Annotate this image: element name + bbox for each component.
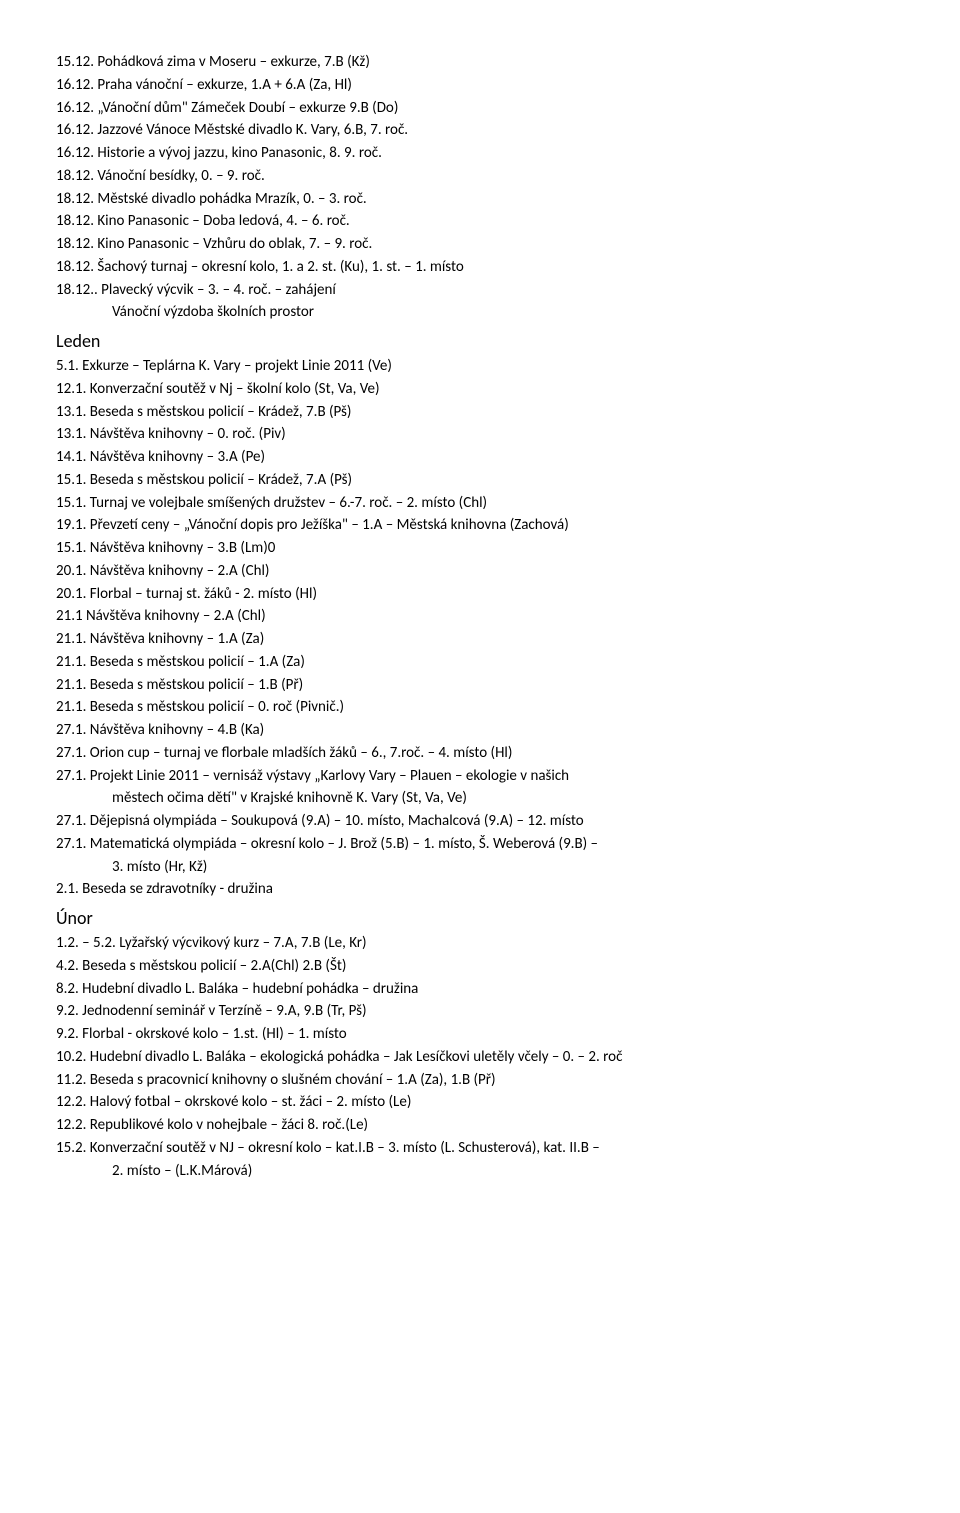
text-line: 4.2. Beseda s městskou policií – 2.A(Chl… [56, 956, 904, 978]
text-line: 3. místo (Hr, Kž) [56, 857, 904, 879]
document-body: 15.12. Pohádková zima v Moseru – exkurze… [56, 52, 904, 1182]
text-line: 21.1 Návštěva knihovny – 2.A (Chl) [56, 606, 904, 628]
text-line: 14.1. Návštěva knihovny – 3.A (Pe) [56, 447, 904, 469]
text-line: 15.2. Konverzační soutěž v NJ – okresní … [56, 1138, 904, 1160]
text-line: 12.2. Republikové kolo v nohejbale – žác… [56, 1115, 904, 1137]
section-heading: Únor [56, 905, 904, 931]
text-line: 9.2. Jednodenní seminář v Terzíně – 9.A,… [56, 1001, 904, 1023]
text-line: městech očima dětí" v Krajské knihovně K… [56, 788, 904, 810]
text-line: 16.12. „Vánoční dům" Zámeček Doubí – exk… [56, 98, 904, 120]
text-line: 21.1. Beseda s městskou policií – 0. roč… [56, 697, 904, 719]
text-line: 11.2. Beseda s pracovnicí knihovny o slu… [56, 1070, 904, 1092]
text-line: 13.1. Beseda s městskou policií – Krádež… [56, 402, 904, 424]
text-line: 15.1. Beseda s městskou policií – Krádež… [56, 470, 904, 492]
text-line: 18.12. Kino Panasonic – Doba ledová, 4. … [56, 211, 904, 233]
text-line: Vánoční výzdoba školních prostor [56, 302, 904, 324]
text-line: 16.12. Praha vánoční – exkurze, 1.A + 6.… [56, 75, 904, 97]
text-line: 16.12. Jazzové Vánoce Městské divadlo K.… [56, 120, 904, 142]
text-line: 19.1. Převzetí ceny – „Vánoční dopis pro… [56, 515, 904, 537]
text-line: 9.2. Florbal - okrskové kolo – 1.st. (Hl… [56, 1024, 904, 1046]
text-line: 18.12. Městské divadlo pohádka Mrazík, 0… [56, 189, 904, 211]
text-line: 27.1. Projekt Linie 2011 – vernisáž výst… [56, 766, 904, 788]
text-line: 27.1. Matematická olympiáda – okresní ko… [56, 834, 904, 856]
text-line: 12.2. Halový fotbal – okrskové kolo – st… [56, 1092, 904, 1114]
text-line: 13.1. Návštěva knihovny – 0. roč. (Piv) [56, 424, 904, 446]
text-line: 27.1. Orion cup – turnaj ve florbale mla… [56, 743, 904, 765]
text-line: 20.1. Návštěva knihovny – 2.A (Chl) [56, 561, 904, 583]
text-line: 2. místo – (L.K.Márová) [56, 1161, 904, 1183]
text-line: 8.2. Hudební divadlo L. Baláka – hudební… [56, 979, 904, 1001]
text-line: 15.12. Pohádková zima v Moseru – exkurze… [56, 52, 904, 74]
text-line: 2.1. Beseda se zdravotníky - družina [56, 879, 904, 901]
text-line: 10.2. Hudební divadlo L. Baláka – ekolog… [56, 1047, 904, 1069]
text-line: 1.2. – 5.2. Lyžařský výcvikový kurz – 7.… [56, 933, 904, 955]
text-line: 27.1. Dějepisná olympiáda – Soukupová (9… [56, 811, 904, 833]
text-line: 15.1. Návštěva knihovny – 3.B (Lm)0 [56, 538, 904, 560]
text-line: 21.1. Beseda s městskou policií – 1.A (Z… [56, 652, 904, 674]
text-line: 18.12. Vánoční besídky, 0. – 9. roč. [56, 166, 904, 188]
text-line: 21.1. Návštěva knihovny – 1.A (Za) [56, 629, 904, 651]
text-line: 21.1. Beseda s městskou policií – 1.B (P… [56, 675, 904, 697]
text-line: 18.12. Šachový turnaj – okresní kolo, 1.… [56, 257, 904, 279]
text-line: 5.1. Exkurze – Teplárna K. Vary – projek… [56, 356, 904, 378]
text-line: 18.12.. Plavecký výcvik – 3. – 4. roč. –… [56, 280, 904, 302]
section-heading: Leden [56, 328, 904, 354]
text-line: 16.12. Historie a vývoj jazzu, kino Pana… [56, 143, 904, 165]
text-line: 12.1. Konverzační soutěž v Nj – školní k… [56, 379, 904, 401]
text-line: 20.1. Florbal – turnaj st. žáků - 2. mís… [56, 584, 904, 606]
text-line: 15.1. Turnaj ve volejbale smíšených druž… [56, 493, 904, 515]
text-line: 18.12. Kino Panasonic – Vzhůru do oblak,… [56, 234, 904, 256]
text-line: 27.1. Návštěva knihovny – 4.B (Ka) [56, 720, 904, 742]
